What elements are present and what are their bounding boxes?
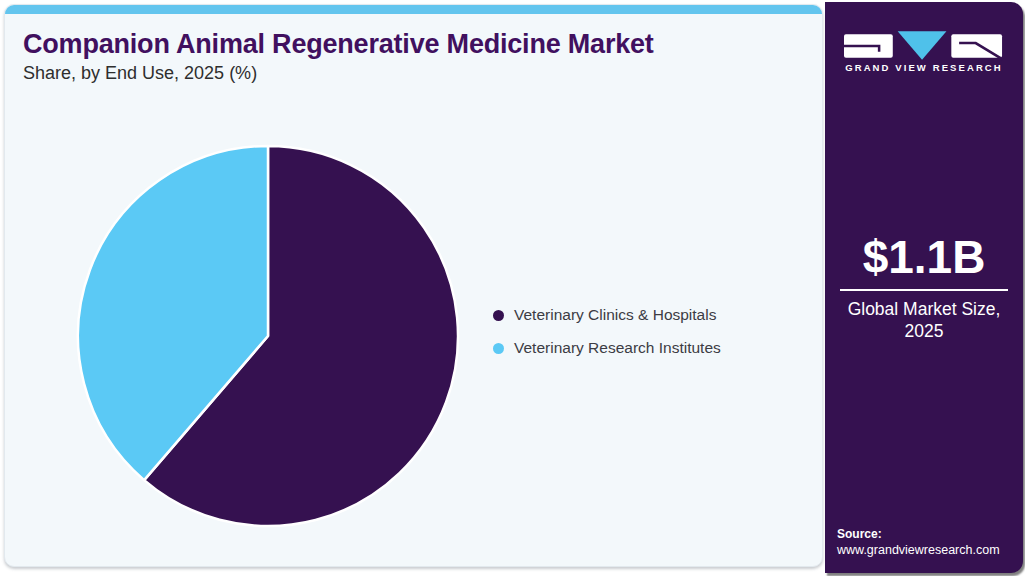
- legend: Veterinary Clinics & Hospitals Veterinar…: [493, 306, 721, 372]
- infographic-canvas: Companion Animal Regenerative Medicine M…: [0, 0, 1025, 576]
- chart-panel: Companion Animal Regenerative Medicine M…: [4, 4, 823, 567]
- source-label: Source:: [837, 527, 1000, 541]
- page-subtitle: Share, by End Use, 2025 (%): [23, 63, 257, 84]
- legend-item-clinics: Veterinary Clinics & Hospitals: [493, 306, 721, 324]
- market-size-label-line1: Global Market Size,: [848, 299, 1001, 319]
- market-size-stat: $1.1B Global Market Size, 2025: [825, 234, 1023, 343]
- gvr-logo-icon: [844, 30, 1004, 62]
- market-size-value: $1.1B: [825, 234, 1023, 280]
- top-accent-bar: [5, 5, 822, 14]
- brand-sidebar: GRAND VIEW RESEARCH $1.1B Global Market …: [825, 2, 1023, 573]
- page-title: Companion Animal Regenerative Medicine M…: [23, 29, 783, 60]
- legend-label-clinics: Veterinary Clinics & Hospitals: [514, 306, 716, 324]
- market-size-label: Global Market Size, 2025: [825, 299, 1023, 343]
- legend-swatch-clinics-icon: [493, 310, 504, 321]
- legend-swatch-research-icon: [493, 343, 504, 354]
- market-size-label-line2: 2025: [905, 321, 944, 341]
- legend-item-research: Veterinary Research Institutes: [493, 339, 721, 357]
- logo-v-triangle: [898, 31, 947, 59]
- source-block: Source: www.grandviewresearch.com: [837, 527, 1000, 557]
- gvr-logo-icon: [825, 30, 1023, 66]
- brand-name: GRAND VIEW RESEARCH: [825, 62, 1023, 73]
- stat-divider: [840, 289, 1008, 291]
- legend-label-research: Veterinary Research Institutes: [514, 339, 721, 357]
- pie-chart: [75, 143, 461, 529]
- source-url: www.grandviewresearch.com: [837, 543, 1000, 557]
